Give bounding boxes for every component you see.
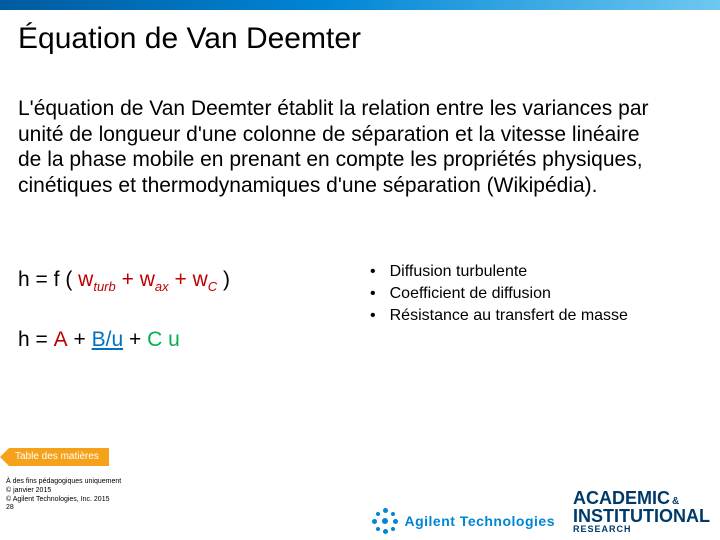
eq2-plus1: + [74,328,86,351]
equation-2: h = A + B/u + C u [18,328,180,352]
equation-1: h = f ( wturb + wax + wC ) [18,268,230,294]
agilent-name: Agilent Technologies [404,513,555,529]
toc-button[interactable]: Table des matières [0,448,109,466]
eq1-w2: w [140,268,155,291]
slide: Équation de Van Deemter L'équation de Va… [0,0,720,540]
eq2-eq: = [36,328,48,351]
bullet-item: Résistance au transfert de masse [370,307,628,325]
air-institutional: INSTITUTIONAL [573,507,710,525]
eq1-turb: turb [93,279,115,294]
air-research: RESEARCH [573,525,710,534]
air-logo: ACADEMIC & INSTITUTIONAL RESEARCH [573,489,710,534]
eq1-eq: = [36,268,48,291]
footer-line1: À des fins pédagogiques uniquement [6,478,121,487]
footer-line3: © Agilent Technologies, Inc. 2015 [6,496,121,505]
eq1-plus2: + [174,268,186,291]
eq1-w3: w [193,268,208,291]
agilent-logo: Agilent Technologies [372,508,555,534]
toc-label: Table des matières [9,448,109,466]
eq1-C: C [208,279,217,294]
bullet-item: Coefficient de diffusion [370,285,628,303]
bullet-item: Diffusion turbulente [370,263,628,281]
slide-title: Équation de Van Deemter [18,22,361,56]
footer-line2: © janvier 2015 [6,487,121,496]
footer-logos: Agilent Technologies ACADEMIC & INSTITUT… [372,489,710,534]
eq1-plus1: + [122,268,134,291]
chevron-left-icon [0,448,9,466]
body-paragraph: L'équation de Van Deemter établit la rel… [18,96,658,198]
eq2-A: A [54,328,68,351]
air-academic: ACADEMIC [573,489,670,507]
agilent-spark-icon [372,508,398,534]
eq1-open: ( [65,268,72,291]
eq1-lhs: h [18,268,30,291]
eq1-w1: w [78,268,93,291]
agilent-text: Agilent Technologies [404,513,555,529]
footer-page: 28 [6,504,121,513]
eq2-B: B/u [92,328,124,351]
eq2-lhs: h [18,328,30,351]
bullet-list: Diffusion turbulente Coefficient de diff… [370,263,628,329]
eq1-ax: ax [155,279,169,294]
top-accent-bar [0,0,720,10]
eq2-C: C u [147,328,180,351]
eq2-plus2: + [129,328,141,351]
eq1-close: ) [223,268,230,291]
footer-text: À des fins pédagogiques uniquement © jan… [6,478,121,513]
eq1-f: f [54,268,60,291]
